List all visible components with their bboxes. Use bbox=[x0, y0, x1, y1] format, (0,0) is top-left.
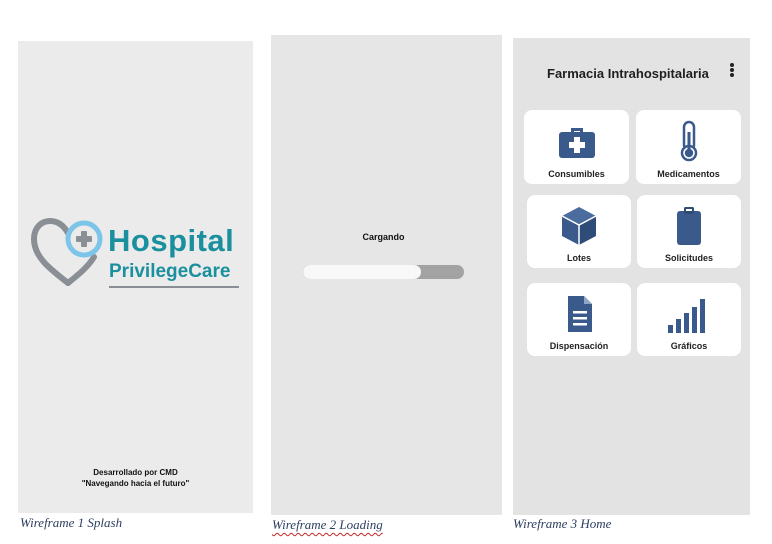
tile-label: Lotes bbox=[566, 253, 591, 263]
app-title: Farmacia Intrahospitalaria bbox=[547, 66, 709, 81]
tile-label: Consumibles bbox=[548, 169, 605, 179]
tile-lotes[interactable]: Lotes bbox=[527, 195, 631, 268]
tile-medicamentos[interactable]: Medicamentos bbox=[636, 110, 741, 184]
heart-logo-icon bbox=[30, 217, 103, 286]
loading-label: Cargando bbox=[362, 232, 405, 242]
credit-slogan: "Navegando hacia el futuro" bbox=[81, 479, 190, 488]
tile-solicitudes[interactable]: Solicitudes bbox=[637, 195, 741, 268]
tile-dispensacion[interactable]: Dispensación bbox=[527, 283, 631, 356]
tile-label: Dispensación bbox=[549, 341, 609, 351]
credit-developer: Desarrollado por CMD bbox=[93, 468, 178, 477]
document-icon bbox=[568, 296, 592, 332]
caption-home: Wireframe 3 Home bbox=[513, 516, 612, 531]
tile-graficos[interactable]: Gráficos bbox=[637, 283, 741, 356]
more-options-icon[interactable] bbox=[729, 63, 735, 79]
home-screen: Farmacia Intrahospitalaria Consumibles M… bbox=[513, 38, 750, 515]
tile-consumibles[interactable]: Consumibles bbox=[524, 110, 629, 184]
logo-word-privilegecare: PrivilegeCare bbox=[109, 261, 231, 282]
bar-chart-icon bbox=[668, 299, 705, 333]
box-icon bbox=[561, 207, 597, 245]
tile-label: Solicitudes bbox=[664, 253, 713, 263]
caption-loading: Wireframe 2 Loading bbox=[272, 517, 383, 532]
splash-screen: Hospital PrivilegeCare Desarrollado por … bbox=[18, 41, 253, 513]
first-aid-kit-icon bbox=[558, 128, 595, 158]
tile-label: Gráficos bbox=[670, 341, 708, 351]
clipboard-icon bbox=[677, 207, 701, 245]
progress-fill bbox=[303, 265, 421, 279]
caption-splash: Wireframe 1 Splash bbox=[20, 515, 123, 530]
tile-label: Medicamentos bbox=[657, 169, 720, 179]
loading-screen: Cargando bbox=[271, 35, 502, 515]
logo-underline bbox=[109, 286, 239, 288]
progress-bar bbox=[303, 265, 464, 279]
thermometer-icon bbox=[680, 120, 697, 162]
logo-word-hospital: Hospital bbox=[108, 223, 235, 258]
